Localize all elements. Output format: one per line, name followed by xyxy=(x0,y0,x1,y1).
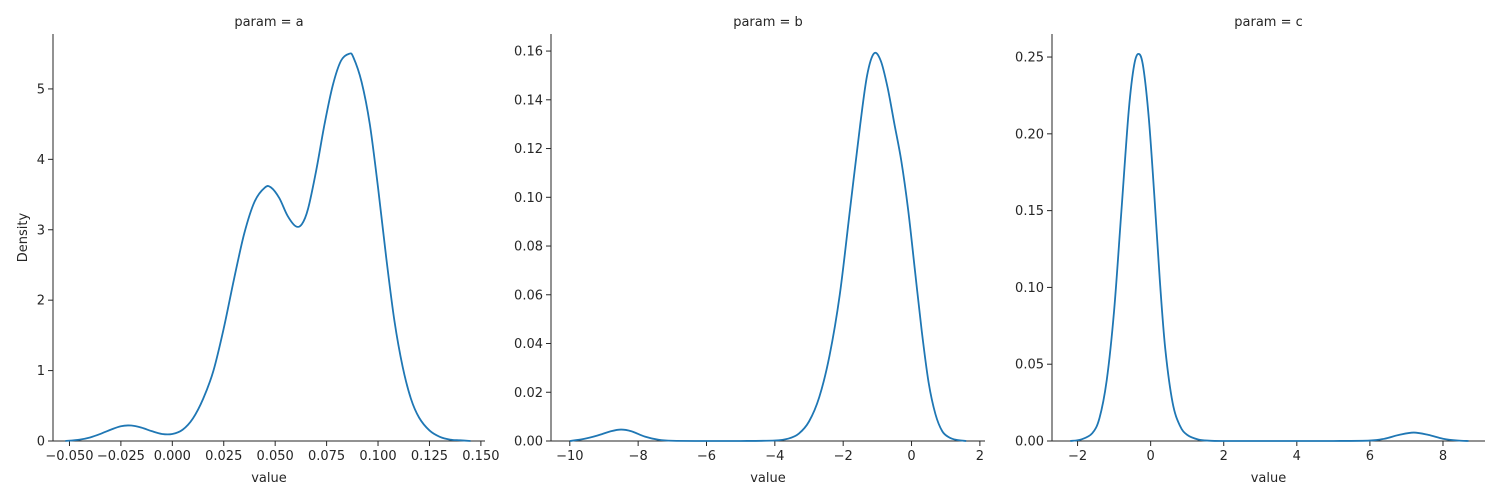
x-tick-label: −0.050 xyxy=(45,449,93,464)
kde-density-line xyxy=(569,51,967,442)
panel-param-a: −0.050 −0.025 0.000 0.025 0.050 0.075 0.100 0.1… xyxy=(16,15,499,486)
y-tick-label: 0.25 xyxy=(1015,51,1044,66)
y-tick-label: 0.08 xyxy=(514,240,543,255)
x-tick-label: −10 xyxy=(556,449,583,464)
x-tick-label: −2 xyxy=(1068,449,1087,464)
y-tick-label: 0 xyxy=(37,435,45,450)
x-tick-label: 0.050 xyxy=(257,449,294,464)
y-tick-label: 0.10 xyxy=(1015,281,1044,296)
panel-title: param = b xyxy=(733,15,803,30)
y-tick-label: 0.02 xyxy=(514,386,543,401)
x-tick-label: 0 xyxy=(907,449,915,464)
x-tick-label: 0.100 xyxy=(359,449,396,464)
y-tick-label: 0.12 xyxy=(514,142,543,157)
x-tick-label: 0 xyxy=(1147,449,1155,464)
y-tick-label: 0.04 xyxy=(514,337,543,352)
x-tick-label: −0.025 xyxy=(97,449,145,464)
y-tick-label: 0.00 xyxy=(514,435,543,450)
x-tick-label: 6 xyxy=(1366,449,1374,464)
y-tick-label: 0.20 xyxy=(1015,127,1044,142)
x-tick-label: 4 xyxy=(1293,449,1301,464)
panel-param-b: −10 −8 −6 −4 −2 0 2 0.00 0.02 0.04 0.06 0.08 0.10 0.1… xyxy=(514,15,985,486)
panel-title: param = c xyxy=(1234,15,1303,30)
x-tick-label: 8 xyxy=(1439,449,1447,464)
x-tick-label: −8 xyxy=(629,449,648,464)
y-tick-label: 4 xyxy=(37,153,45,168)
y-tick-label: 1 xyxy=(37,364,45,379)
kde-density-line xyxy=(1070,53,1469,442)
x-tick-label: 0.000 xyxy=(154,449,191,464)
y-axis-label: Density xyxy=(16,212,31,262)
y-tick-label: 2 xyxy=(37,294,45,309)
y-tick-label: 0.14 xyxy=(514,93,543,108)
y-tick-label: 0.06 xyxy=(514,288,543,303)
y-tick-label: 3 xyxy=(37,223,45,238)
panel-title: param = a xyxy=(234,15,303,30)
x-tick-label: 0.125 xyxy=(411,449,448,464)
x-tick-label: 0.025 xyxy=(205,449,242,464)
x-tick-label: 0.150 xyxy=(462,449,499,464)
panel-param-c: −2 0 2 4 6 8 0.00 0.05 0.10 0.15 0.20 0.25 param = c… xyxy=(1015,15,1485,486)
kde-density-line xyxy=(65,52,471,442)
x-tick-label: −4 xyxy=(765,449,784,464)
x-tick-label: 2 xyxy=(976,449,984,464)
y-tick-label: 0.05 xyxy=(1015,358,1044,373)
y-tick-label: 5 xyxy=(37,82,45,97)
x-tick-label: −2 xyxy=(834,449,853,464)
x-tick-label: −6 xyxy=(697,449,716,464)
x-axis-label: value xyxy=(1251,471,1287,486)
x-tick-label: 0.075 xyxy=(308,449,345,464)
x-axis-label: value xyxy=(251,471,287,486)
y-tick-label: 0.10 xyxy=(514,191,543,206)
y-tick-label: 0.16 xyxy=(514,45,543,60)
y-tick-label: 0.00 xyxy=(1015,435,1044,450)
x-axis-label: value xyxy=(750,471,786,486)
x-tick-label: 2 xyxy=(1220,449,1228,464)
y-tick-label: 0.15 xyxy=(1015,204,1044,219)
